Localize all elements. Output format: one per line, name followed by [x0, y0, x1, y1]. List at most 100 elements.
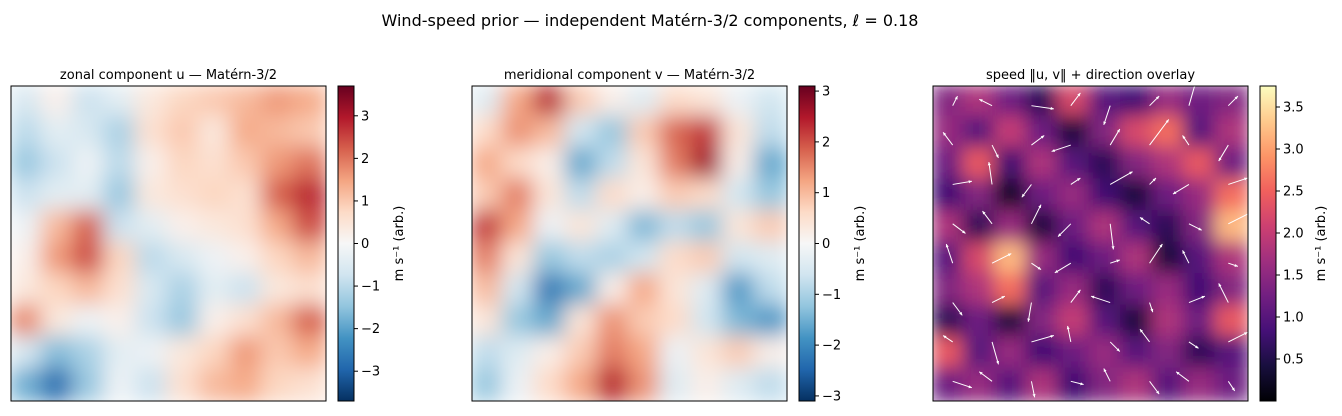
heatmap-cell	[1088, 115, 1124, 151]
heatmap-cell	[962, 273, 998, 309]
heatmap-cell	[1183, 178, 1219, 214]
heatmap-cell	[40, 336, 76, 372]
heatmap-cell	[501, 210, 537, 246]
heatmap-cell	[962, 336, 998, 372]
heatmap-cell	[72, 336, 108, 372]
heatmap-cell	[1088, 86, 1124, 120]
heatmap-cell	[472, 210, 506, 246]
heatmap-cell	[292, 86, 326, 120]
heatmap-cell	[11, 210, 45, 246]
heatmap-cell	[659, 147, 695, 183]
heatmap-cell	[564, 210, 600, 246]
heatmap-cell	[1151, 147, 1187, 183]
heatmap-cell	[501, 86, 537, 120]
heatmap-cell	[135, 115, 171, 151]
quiver-arrow	[1218, 283, 1229, 303]
heatmap-cell	[962, 147, 998, 183]
heatmap-cell	[722, 86, 758, 120]
colorbar-tick-label: 3.5	[1283, 101, 1304, 116]
heatmap-cell	[198, 115, 234, 151]
colorbar-tick-label: 2	[822, 135, 830, 150]
heatmap-cell	[229, 115, 265, 151]
quiver-arrow	[942, 335, 953, 343]
colorbar-ticks-speed: 0.5 1.0 1.5 2.0 2.5 3.0 3.5	[1276, 101, 1304, 368]
quiver-arrow	[1070, 92, 1081, 106]
heatmap-cell	[962, 304, 998, 340]
quiver-arrow	[1031, 135, 1045, 146]
heatmap-cell	[1120, 147, 1156, 183]
colorbar-bar-zonal	[337, 85, 355, 402]
heatmap-cell	[11, 178, 45, 214]
quiver-arrow	[991, 295, 1006, 304]
heatmap-cell	[659, 304, 695, 340]
heatmap-cell	[994, 115, 1030, 151]
heatmap-cell	[596, 178, 632, 214]
heatmap-cell	[261, 336, 297, 372]
heatmap-cell	[261, 273, 297, 309]
heatmap-cell	[1151, 86, 1187, 120]
heatmap-cells-zonal	[11, 86, 326, 401]
quiver-arrow	[942, 131, 954, 146]
heatmap-cell	[596, 304, 632, 340]
quiver-arrow	[1027, 302, 1032, 322]
heatmap-cell	[72, 367, 108, 401]
heatmap-cell	[103, 86, 139, 120]
heatmap-cell	[501, 336, 537, 372]
heatmap-cell	[533, 367, 569, 401]
heatmap-cell	[722, 367, 758, 401]
colorbar-tick-label: −3	[361, 365, 380, 380]
heatmap-cell	[753, 147, 787, 183]
quiver-arrow	[1182, 135, 1190, 146]
colorbar-tick-label: 3	[822, 85, 830, 100]
heatmap-cell	[1057, 367, 1093, 401]
heatmap-cell	[1088, 178, 1124, 214]
heatmap-cell	[659, 115, 695, 151]
heatmap-cell	[1120, 115, 1156, 151]
heatmap-cell	[1214, 147, 1248, 183]
quiver-arrow	[1149, 243, 1163, 264]
heatmap-cell	[1151, 367, 1187, 401]
heatmap-cell	[994, 336, 1030, 372]
heatmap-cell	[1214, 178, 1248, 214]
heatmap-cell	[1214, 241, 1248, 277]
heatmap-cell	[596, 115, 632, 151]
colorbar-zonal: −3 −2 −1 0 1 2 3 m s⁻¹ (arb.)	[337, 85, 407, 402]
heatmap-cell	[166, 178, 202, 214]
heatmap-cells-speed	[933, 86, 1248, 401]
colorbar-tick-label: 1	[361, 194, 369, 209]
heatmap-cell	[1151, 241, 1187, 277]
colorbar-tick-label: −1	[822, 288, 841, 303]
quiver-arrow	[1228, 331, 1248, 343]
heatmap-cell	[933, 304, 967, 340]
heatmap-cell	[40, 304, 76, 340]
quiver-arrow	[982, 210, 993, 225]
heatmap-cell	[292, 115, 326, 151]
heatmap-cell	[1183, 367, 1219, 401]
panel-speed: speed ‖u, v‖ + direction overlay 0.5 1.0 1…	[932, 68, 1329, 402]
colorbar-tick-label: 0	[361, 237, 369, 252]
heatmap-cell	[994, 86, 1030, 120]
heatmap-cell	[627, 115, 663, 151]
quiver-arrows	[942, 86, 1248, 398]
heatmap-cell	[229, 336, 265, 372]
heatmap-cell	[229, 147, 265, 183]
heatmap-cell	[753, 210, 787, 246]
heatmap-cell	[1151, 115, 1187, 151]
quiver-arrow	[1228, 262, 1239, 267]
heatmap-cell	[933, 273, 967, 309]
heatmap-cell	[596, 147, 632, 183]
heatmap-cell	[1214, 336, 1248, 372]
heatmap-cell	[994, 367, 1030, 401]
colorbar-ticks-zonal: −3 −2 −1 0 1 2 3	[354, 109, 380, 380]
quiver-arrow	[987, 161, 993, 185]
colorbar-speed: 0.5 1.0 1.5 2.0 2.5 3.0 3.5 m s⁻¹ (arb.)	[1259, 85, 1329, 402]
heatmap-cell	[690, 336, 726, 372]
heatmap-cell	[722, 147, 758, 183]
heatmap-cell	[472, 147, 506, 183]
heatmap-cell	[1151, 304, 1187, 340]
heatmap-cell	[198, 178, 234, 214]
heatmap-cell	[1025, 147, 1061, 183]
quiver-arrow	[945, 243, 954, 264]
heatmap-cell	[722, 178, 758, 214]
